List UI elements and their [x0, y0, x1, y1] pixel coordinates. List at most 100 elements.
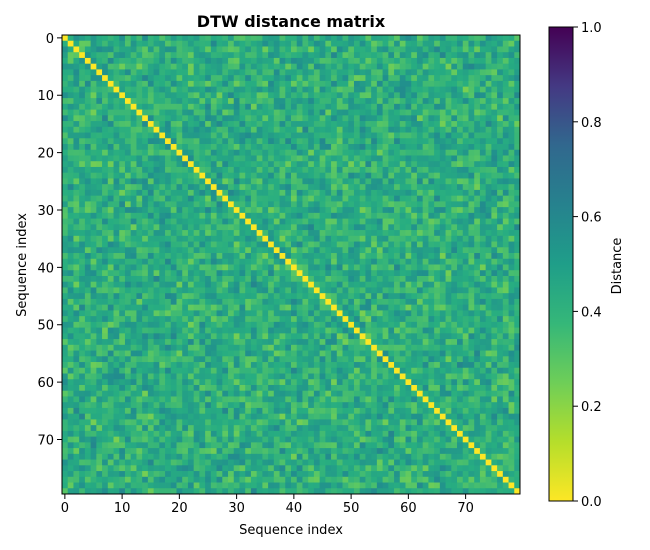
- heatmap-cell: [497, 115, 504, 122]
- heatmap-cell: [353, 235, 361, 242]
- heatmap-cell: [107, 327, 114, 334]
- heatmap-cell: [107, 218, 114, 225]
- heatmap-cell: [96, 287, 103, 294]
- heatmap-cell: [199, 333, 206, 340]
- heatmap-cell: [73, 264, 80, 271]
- heatmap-cell: [508, 155, 515, 162]
- heatmap-cell: [422, 373, 429, 380]
- heatmap-cell: [67, 103, 74, 110]
- heatmap-cell: [279, 293, 286, 300]
- heatmap-cell: [445, 63, 452, 70]
- heatmap-cell: [359, 241, 366, 248]
- heatmap-cell: [187, 109, 195, 116]
- heatmap-cell: [96, 258, 103, 265]
- heatmap-cell: [411, 373, 418, 380]
- heatmap-cell: [388, 298, 395, 306]
- heatmap-cell: [291, 149, 298, 156]
- heatmap-cell: [497, 201, 504, 208]
- heatmap-cell: [462, 304, 469, 311]
- heatmap-cell: [136, 379, 143, 386]
- heatmap-cell: [165, 172, 172, 179]
- heatmap-cell: [96, 75, 103, 82]
- heatmap-cell: [411, 121, 418, 128]
- heatmap-cell: [84, 161, 92, 168]
- heatmap-cell: [73, 333, 80, 340]
- heatmap-cell: [250, 287, 258, 294]
- heatmap-cell: [365, 144, 372, 151]
- heatmap-cell: [153, 230, 160, 237]
- heatmap-cell: [268, 339, 275, 346]
- heatmap-cell: [199, 293, 206, 300]
- heatmap-cell: [376, 52, 384, 59]
- heatmap-cell: [222, 344, 229, 351]
- heatmap-cell: [176, 258, 183, 265]
- heatmap-cell: [405, 356, 412, 363]
- heatmap-cell: [428, 144, 435, 151]
- heatmap-cell: [296, 316, 303, 323]
- heatmap-cell: [296, 115, 303, 122]
- heatmap-cell: [136, 362, 143, 369]
- heatmap-cell: [136, 293, 143, 300]
- heatmap-cell: [331, 362, 338, 369]
- heatmap-cell: [245, 258, 252, 265]
- heatmap-cell: [434, 52, 441, 59]
- heatmap-cell: [245, 132, 252, 139]
- heatmap-cell: [107, 275, 114, 283]
- heatmap-cell: [376, 241, 384, 248]
- heatmap-cell: [113, 230, 120, 237]
- heatmap-cell: [462, 195, 469, 202]
- heatmap-cell: [394, 350, 401, 357]
- heatmap-cell: [434, 241, 441, 248]
- heatmap-cell: [102, 121, 109, 128]
- heatmap-cell: [342, 98, 349, 105]
- heatmap-cell: [359, 367, 366, 374]
- heatmap-cell: [359, 321, 366, 329]
- heatmap-cell: [187, 321, 195, 329]
- heatmap-cell: [502, 40, 509, 47]
- heatmap-cell: [371, 253, 378, 260]
- heatmap-cell: [256, 390, 263, 397]
- heatmap-cell: [485, 178, 492, 185]
- heatmap-cell: [296, 362, 303, 369]
- heatmap-cell: [371, 281, 378, 288]
- heatmap-cell: [165, 384, 172, 392]
- heatmap-cell: [479, 384, 487, 392]
- heatmap-cell: [210, 126, 217, 133]
- heatmap-cell: [285, 362, 292, 369]
- heatmap-cell: [90, 390, 97, 397]
- heatmap-cell: [336, 178, 343, 185]
- heatmap-cell: [422, 132, 429, 139]
- heatmap-cell: [462, 212, 469, 219]
- heatmap-cell: [388, 75, 395, 82]
- heatmap-cell: [102, 310, 109, 317]
- heatmap-cell: [422, 350, 429, 357]
- heatmap-cell: [233, 275, 240, 283]
- heatmap-cell: [245, 121, 252, 128]
- heatmap-cell: [205, 264, 212, 271]
- heatmap-cell: [502, 57, 509, 65]
- heatmap-cell: [468, 63, 475, 70]
- heatmap-cell: [468, 40, 475, 47]
- heatmap-cell: [233, 98, 240, 105]
- heatmap-cell: [228, 63, 235, 70]
- heatmap-cell: [388, 46, 395, 53]
- heatmap-cell: [205, 166, 212, 174]
- heatmap-cell: [405, 333, 412, 340]
- heatmap-cell: [193, 161, 200, 168]
- heatmap-cell: [176, 287, 183, 294]
- heatmap-cell: [205, 86, 212, 93]
- heatmap-cell: [79, 52, 86, 59]
- heatmap-cell: [342, 166, 349, 174]
- heatmap-cell: [245, 109, 252, 116]
- heatmap-cell: [502, 184, 509, 191]
- heatmap-cell: [394, 362, 401, 369]
- heatmap-cell: [388, 35, 395, 42]
- heatmap-cell: [439, 80, 446, 88]
- heatmap-cell: [153, 287, 160, 294]
- heatmap-cell: [291, 75, 298, 82]
- heatmap-cell: [422, 281, 429, 288]
- heatmap-cell: [233, 390, 240, 397]
- heatmap-cell: [193, 344, 200, 351]
- heatmap-cell: [193, 247, 200, 254]
- heatmap-cell: [313, 344, 321, 351]
